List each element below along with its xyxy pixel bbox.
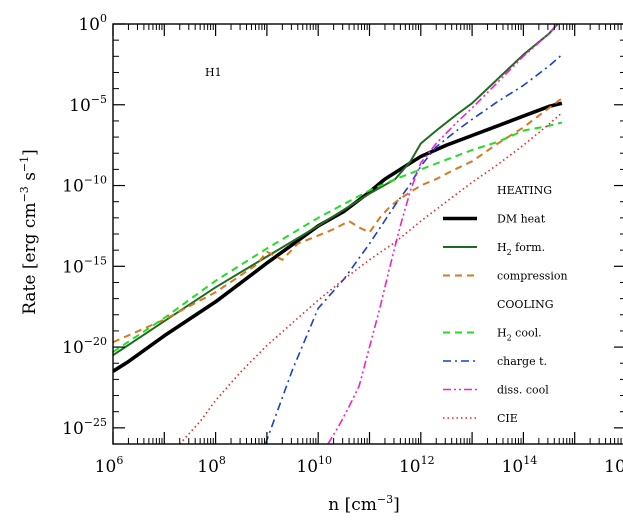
- x-tick-label: 108: [197, 454, 226, 477]
- legend-entry-label: diss. cool: [497, 384, 549, 397]
- legend-entry-label: compression: [497, 270, 568, 283]
- y-axis-title-mid: s: [20, 172, 40, 186]
- legend-entry-label: H2 cool.: [497, 327, 542, 343]
- x-tick-label: 1012: [399, 454, 435, 477]
- legend: HEATING DM heat H2 form. compression COOLING…: [443, 184, 568, 425]
- legend-entry-label: DM heat: [497, 213, 546, 226]
- y-tick-label: 10−15: [62, 254, 107, 277]
- series-line-1: [113, 24, 559, 357]
- x-tick-label: 1016: [604, 454, 623, 477]
- x-axis-title-end: ]: [393, 495, 400, 515]
- series-layer: [113, 24, 563, 444]
- series-line-5: [327, 24, 559, 444]
- series-line-6: [179, 112, 563, 444]
- y-axis-title-exp1: −3: [18, 186, 31, 202]
- y-axis-title-end: ]: [20, 149, 40, 156]
- y-tick-label: 10−25: [62, 416, 107, 439]
- y-tick-label: 10−5: [69, 93, 107, 116]
- legend-header: HEATING: [497, 184, 552, 197]
- tick-labels-layer: 106 108 1010 1012 1014 1016 100 10−5 10−10 10−15 1…: [62, 12, 623, 477]
- legend-header: COOLING: [497, 298, 554, 311]
- y-axis-title: Rate [erg cm−3 s−1]: [18, 149, 40, 315]
- x-tick-label: 1010: [296, 454, 332, 477]
- y-axis-title-main: Rate [erg cm: [20, 202, 40, 314]
- legend-entry-label: CIE: [497, 412, 518, 425]
- series-line-3: [113, 121, 563, 353]
- y-tick-label: 10−10: [62, 174, 107, 197]
- y-axis-title-exp2: −1: [18, 156, 31, 172]
- x-axis-title: n [cm−3]: [328, 493, 400, 515]
- legend-entry-label: charge t.: [497, 355, 547, 368]
- x-tick-label: 106: [95, 454, 124, 477]
- x-tick-label: 1014: [502, 454, 538, 477]
- series-line-0: [113, 101, 563, 373]
- y-tick-label: 100: [78, 12, 107, 35]
- panel-label: H1: [205, 66, 222, 79]
- x-axis-title-exp: −3: [377, 493, 393, 506]
- y-tick-label: 10−20: [62, 335, 107, 358]
- legend-entry-label: H2 form.: [497, 241, 545, 257]
- ticks-layer: [112, 23, 623, 445]
- x-axis-title-main: n [cm: [328, 495, 377, 515]
